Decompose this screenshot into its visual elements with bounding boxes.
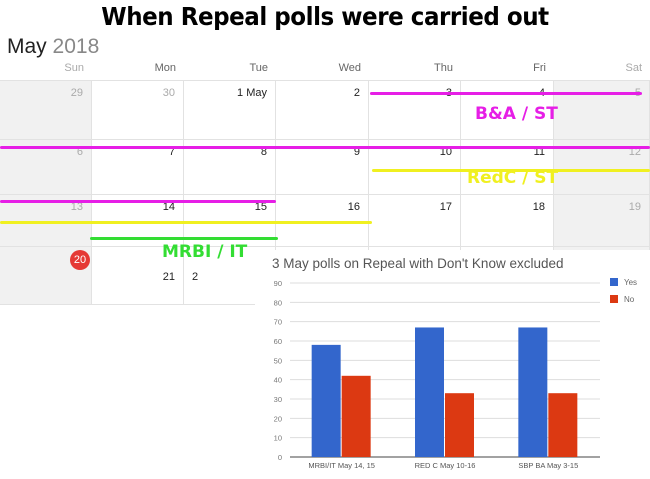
y-tick-label: 10 bbox=[274, 434, 282, 443]
day-number: 12 bbox=[628, 146, 641, 158]
day-number: 11 bbox=[533, 146, 545, 158]
x-tick-label: RED C May 10-16 bbox=[415, 461, 476, 470]
day-number: 7 bbox=[168, 146, 175, 158]
chart-title: 3 May polls on Repeal with Don't Know ex… bbox=[272, 256, 564, 271]
weekday-sat: Sat bbox=[625, 62, 642, 74]
day-cell[interactable]: 19 bbox=[554, 195, 650, 247]
weekday-mon: Mon bbox=[154, 62, 176, 74]
day-number: 15 bbox=[254, 201, 267, 213]
bar-no bbox=[341, 375, 371, 457]
ba-st-line bbox=[370, 92, 642, 95]
redc-st-line bbox=[372, 169, 650, 172]
day-cell[interactable]: 2 bbox=[276, 80, 369, 140]
day-cell[interactable]: 8 bbox=[184, 140, 276, 195]
day-number: 29 bbox=[70, 87, 83, 99]
day-number: 21 bbox=[162, 271, 175, 283]
legend-swatch bbox=[610, 295, 618, 303]
bar-chart: 3 May polls on Repeal with Don't Know ex… bbox=[272, 256, 637, 470]
day-cell[interactable]: 21 bbox=[92, 247, 184, 305]
y-tick-label: 60 bbox=[274, 337, 282, 346]
day-number: 2 bbox=[353, 87, 360, 99]
day-cell[interactable]: 18 bbox=[461, 195, 554, 247]
weekday-thu: Thu bbox=[434, 62, 453, 74]
bar-yes bbox=[311, 344, 341, 457]
day-number: 10 bbox=[439, 146, 452, 158]
day-number: 14 bbox=[162, 201, 175, 213]
day-number: 16 bbox=[347, 201, 360, 213]
month-title: May 2018 bbox=[7, 35, 99, 59]
headline: When Repeal polls were carried out bbox=[101, 2, 549, 31]
legend-label: No bbox=[624, 295, 635, 304]
bar-no bbox=[548, 393, 578, 457]
day-cell[interactable]: 3 bbox=[369, 80, 461, 140]
weekday-tue: Tue bbox=[249, 62, 268, 74]
bar-no bbox=[445, 393, 474, 457]
legend-swatch bbox=[610, 278, 618, 286]
day-number: 13 bbox=[70, 201, 83, 213]
y-tick-label: 70 bbox=[274, 318, 282, 327]
bar-yes bbox=[518, 327, 548, 457]
y-tick-label: 20 bbox=[274, 414, 282, 423]
y-tick-label: 40 bbox=[274, 376, 282, 385]
mrbi-it-label: MRBI / IT bbox=[162, 242, 248, 262]
day-cell[interactable]: 10 bbox=[369, 140, 461, 195]
weekday-fri: Fri bbox=[533, 62, 546, 74]
day-cell[interactable]: 5 bbox=[554, 80, 650, 140]
day-number: 9 bbox=[353, 146, 360, 158]
day-number: 18 bbox=[532, 201, 545, 213]
day-cell[interactable]: 17 bbox=[369, 195, 461, 247]
bar-yes bbox=[415, 327, 444, 457]
day-cell[interactable]: 9 bbox=[276, 140, 369, 195]
day-number: 19 bbox=[628, 201, 641, 213]
day-number: 1 May bbox=[237, 87, 267, 99]
y-tick-label: 50 bbox=[274, 356, 282, 365]
month-name: May bbox=[7, 35, 47, 58]
ba-st-line-2 bbox=[0, 146, 650, 149]
day-cell[interactable]: 7 bbox=[92, 140, 184, 195]
day-number: 17 bbox=[439, 201, 452, 213]
weekday-sun: Sun bbox=[64, 62, 84, 74]
day-cell[interactable]: 12 bbox=[554, 140, 650, 195]
day-cell[interactable]: 1 May bbox=[184, 80, 276, 140]
day-cell[interactable]: 11 bbox=[461, 140, 554, 195]
redc-st-line-2 bbox=[0, 221, 372, 224]
x-tick-label: SBP BA May 3-15 bbox=[518, 461, 578, 470]
redc-st-label: RedC / ST bbox=[467, 168, 559, 188]
legend-label: Yes bbox=[624, 278, 637, 287]
ba-st-label: B&A / ST bbox=[475, 104, 558, 124]
day-number: 30 bbox=[162, 87, 175, 99]
day-cell[interactable]: 30 bbox=[92, 80, 184, 140]
ba-st-line-3 bbox=[0, 200, 276, 203]
chart-panel: 3 May polls on Repeal with Don't Know ex… bbox=[255, 250, 650, 474]
y-tick-label: 30 bbox=[274, 395, 282, 404]
day-number: 8 bbox=[260, 146, 267, 158]
y-tick-label: 80 bbox=[274, 298, 282, 307]
weekday-wed: Wed bbox=[338, 62, 361, 74]
today-badge: 20 bbox=[70, 250, 90, 270]
x-tick-label: MRBI/IT May 14, 15 bbox=[308, 461, 375, 470]
day-number: 6 bbox=[76, 146, 83, 158]
day-number: 2 bbox=[192, 271, 199, 283]
y-tick-label: 90 bbox=[274, 279, 282, 288]
day-cell[interactable]: 6 bbox=[0, 140, 92, 195]
y-tick-label: 0 bbox=[278, 453, 282, 462]
day-cell[interactable]: 29 bbox=[0, 80, 92, 140]
mrbi-it-line bbox=[90, 237, 278, 240]
year: 2018 bbox=[52, 35, 100, 58]
